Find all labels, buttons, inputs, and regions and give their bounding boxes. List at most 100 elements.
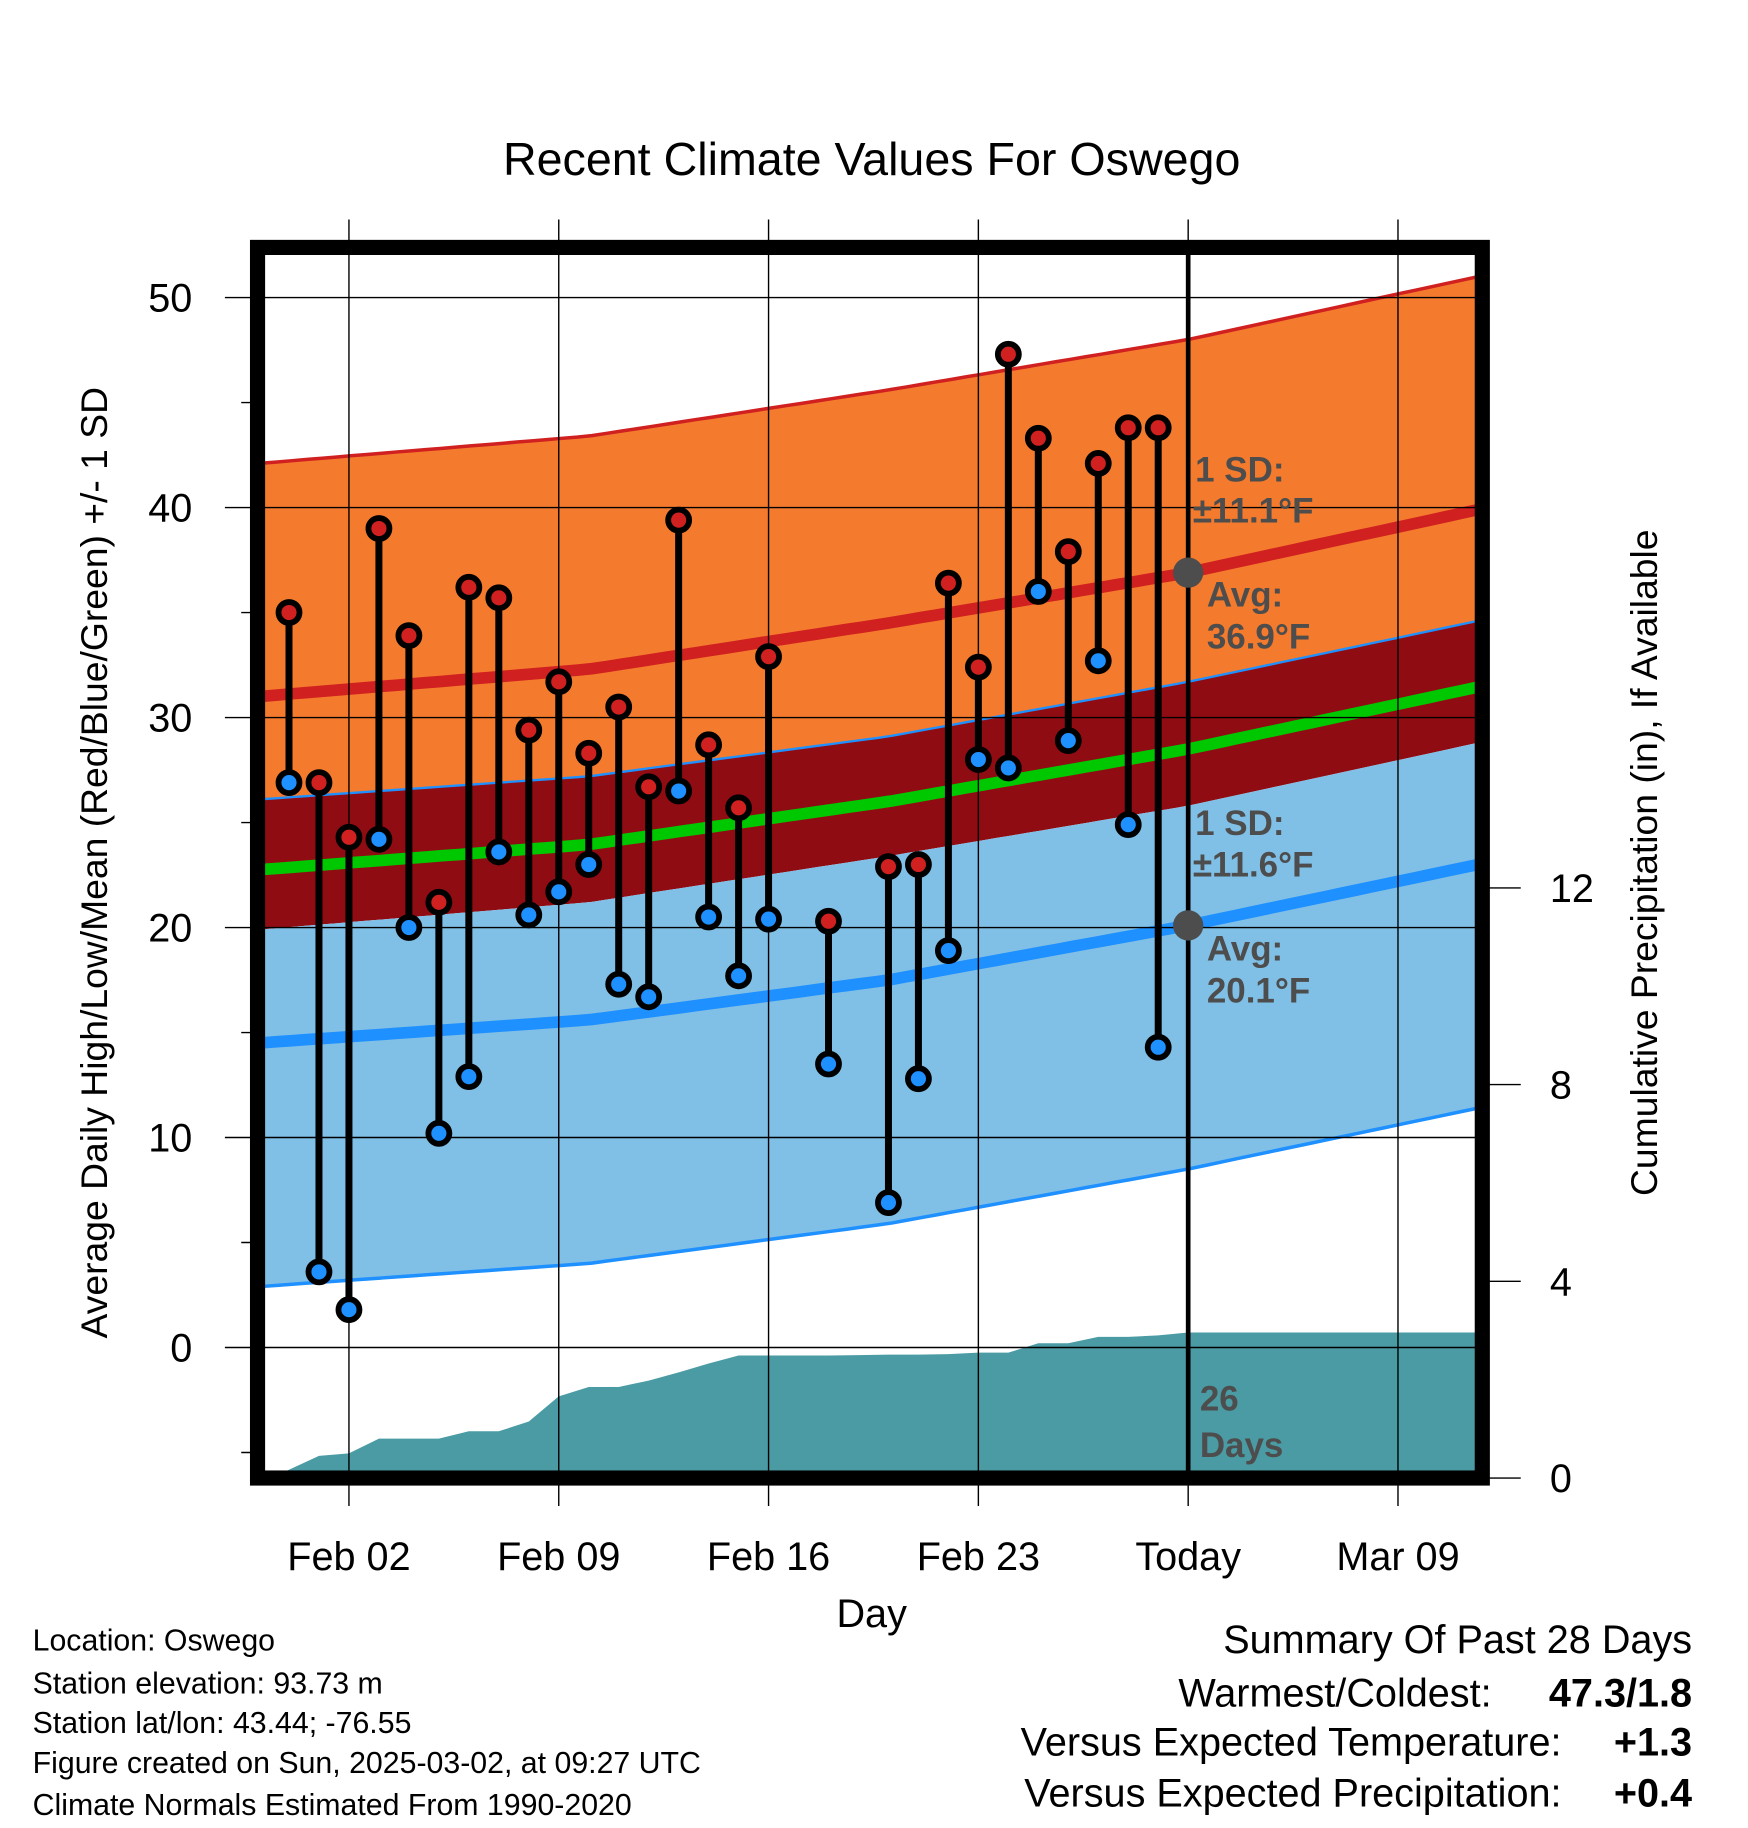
daily-high-point	[725, 794, 752, 822]
low-sd-value: ±11.6°F	[1193, 846, 1314, 885]
daily-low-point	[1144, 1033, 1172, 1061]
daily-low-point	[395, 914, 423, 941]
daily-low-point	[485, 838, 513, 866]
low-minus-sd-line	[262, 1106, 1477, 1289]
daily-low-point	[425, 1119, 453, 1147]
daily-high-point	[1144, 414, 1172, 442]
y-tick-label: 30	[148, 697, 192, 741]
daily-high-point	[275, 599, 303, 626]
y-tick-label: 40	[148, 487, 192, 531]
daily-high-point	[365, 515, 393, 542]
daily-high-point	[575, 739, 603, 767]
daily-high-point	[815, 907, 842, 935]
precip-area	[286, 1332, 1478, 1472]
high-sd-value: ±11.1°F	[1193, 491, 1314, 530]
daily-low-point	[695, 903, 723, 931]
high-avg-annotation: Avg:	[1207, 575, 1283, 614]
high-plus-sd-line	[262, 275, 1477, 465]
daily-high-point	[635, 773, 663, 801]
daily-low-point	[665, 777, 693, 805]
daily-high-point	[425, 888, 453, 916]
x-axis-label: Day	[836, 1592, 907, 1636]
x-tick-label: Today	[1135, 1535, 1241, 1579]
daily-low-point	[725, 962, 752, 990]
daily-low-point	[755, 905, 782, 933]
avg-mean-line	[262, 681, 1478, 876]
low-plus-sd-line	[262, 620, 1477, 801]
daily-low-point	[365, 825, 393, 853]
daily-high-point	[1054, 538, 1082, 566]
daily-high-point	[994, 340, 1022, 368]
daily-low-point	[1024, 578, 1052, 605]
daily-low-point	[305, 1258, 333, 1286]
daily-low-point	[545, 878, 573, 906]
chart-title: Recent Climate Values For Oswego	[503, 133, 1240, 185]
daily-high-point	[335, 823, 363, 851]
daily-low-point	[815, 1050, 842, 1078]
y2-tick-label: 4	[1550, 1260, 1572, 1304]
summary-warmest-label: Warmest/Coldest:	[1178, 1671, 1491, 1715]
summary-warmest-value: 47.3/1.8	[1549, 1671, 1692, 1715]
low-avg-annotation: Avg:	[1207, 930, 1283, 969]
info-elevation: Station elevation: 93.73 m	[33, 1668, 383, 1701]
high-avg-value: 36.9°F	[1207, 617, 1310, 656]
y-tick-label: 10	[148, 1116, 192, 1160]
daily-high-point	[875, 853, 902, 881]
station-info: Location: Oswego Station elevation: 93.7…	[33, 1624, 701, 1821]
y-axis-label: Average Daily High/Low/Mean (Red/Blue/Gr…	[73, 387, 115, 1338]
daily-high-point	[964, 653, 992, 681]
daily-high-point	[395, 622, 423, 650]
daily-high-point	[665, 506, 693, 534]
avg-low-line	[262, 859, 1478, 1049]
x-tick-label: Feb 09	[497, 1535, 620, 1579]
summary-title: Summary Of Past 28 Days	[1223, 1618, 1692, 1662]
plot-frame	[249, 239, 1490, 1486]
summary-panel: Summary Of Past 28 Days Warmest/Coldest:…	[1021, 1618, 1692, 1816]
daily-low-point	[875, 1189, 902, 1217]
daily-low-point	[905, 1065, 932, 1093]
x-tick-label: Feb 16	[707, 1535, 830, 1579]
low-avg-value: 20.1°F	[1207, 972, 1310, 1011]
daily-low-point	[964, 746, 992, 773]
daily-low-point	[934, 937, 962, 965]
y2-tick-label: 0	[1550, 1457, 1572, 1501]
days-count: 26	[1200, 1379, 1239, 1418]
daily-high-point	[755, 643, 782, 671]
y-tick-label: 20	[148, 907, 192, 951]
daily-low-point	[605, 970, 633, 998]
info-latlon: Station lat/lon: 43.44; -76.55	[33, 1707, 412, 1740]
x-tick-label: Mar 09	[1336, 1535, 1459, 1579]
daily-high-point	[934, 569, 962, 597]
daily-high-point	[1024, 424, 1052, 452]
y-tick-label: 50	[148, 277, 192, 321]
x-tick-label: Feb 02	[287, 1535, 410, 1579]
summary-precip-label: Versus Expected Precipitation:	[1024, 1772, 1561, 1816]
daily-low-point	[335, 1296, 363, 1324]
daily-high-point	[305, 769, 333, 797]
daily-low-point	[994, 754, 1022, 782]
summary-temp-value: +1.3	[1614, 1720, 1692, 1764]
days-label: Days	[1200, 1426, 1284, 1465]
daily-high-point	[455, 573, 483, 601]
info-location: Location: Oswego	[33, 1624, 275, 1657]
daily-low-point	[515, 901, 543, 929]
low-sd-annotation: 1 SD:	[1195, 804, 1284, 843]
y2-tick-label: 8	[1550, 1064, 1572, 1108]
daily-high-point	[605, 693, 633, 721]
daily-low-point	[275, 769, 303, 797]
info-normals: Climate Normals Estimated From 1990-2020	[33, 1789, 632, 1822]
daily-low-point	[575, 851, 603, 878]
summary-temp-label: Versus Expected Temperature:	[1021, 1720, 1562, 1764]
high-sd-annotation: 1 SD:	[1195, 451, 1284, 490]
y2-tick-label: 12	[1550, 867, 1594, 911]
daily-low-point	[1084, 647, 1112, 675]
daily-high-point	[515, 716, 543, 744]
info-created: Figure created on Sun, 2025-03-02, at 09…	[33, 1747, 701, 1780]
y-tick-label: 0	[170, 1326, 192, 1370]
plot-inner	[262, 275, 1478, 1472]
daily-low-point	[1054, 727, 1082, 755]
daily-high-point	[1084, 450, 1112, 477]
daily-low-point	[635, 983, 663, 1011]
x-tick-label: Feb 23	[917, 1535, 1040, 1579]
